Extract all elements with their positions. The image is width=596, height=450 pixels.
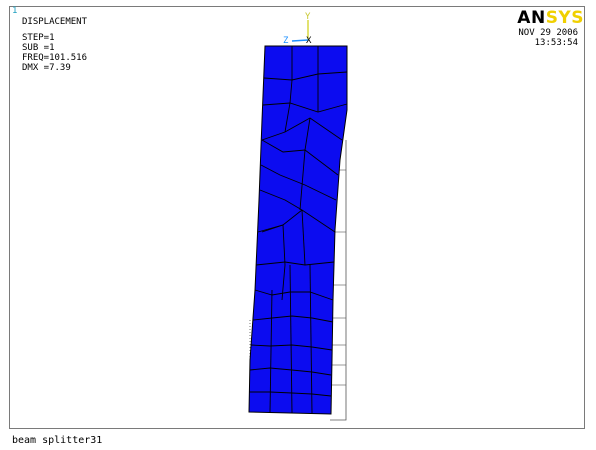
date-label: NOV 29 2006 bbox=[518, 28, 578, 38]
coordinate-triad: Y Z X bbox=[283, 12, 312, 46]
result-legend: DISPLACEMENT STEP=1 SUB =1 FREQ=101.516 … bbox=[22, 17, 87, 73]
triad-z-label: Z bbox=[283, 36, 289, 46]
step-label: STEP=1 bbox=[22, 33, 55, 43]
triad-z-axis bbox=[291, 39, 309, 42]
result-title: DISPLACEMENT bbox=[22, 17, 88, 27]
triad-y-label: Y bbox=[305, 12, 311, 22]
deformed-mesh bbox=[248, 45, 348, 415]
time-label: 13:53:54 bbox=[534, 38, 578, 48]
max-displacement-label: DMX =7.39 bbox=[22, 63, 71, 73]
ansys-logo: ANSYS bbox=[517, 8, 584, 28]
frequency-label: FREQ=101.516 bbox=[22, 53, 88, 63]
substep-label: SUB =1 bbox=[22, 43, 55, 53]
mesh-body bbox=[248, 45, 348, 415]
triad-x-label: X bbox=[306, 36, 312, 46]
window-number: 1 bbox=[12, 6, 18, 16]
logo-left: AN bbox=[517, 8, 546, 28]
timestamp: NOV 29 2006 13:53:54 bbox=[518, 28, 578, 48]
footer-title: beam splitter31 bbox=[12, 435, 103, 446]
logo-right: SYS bbox=[545, 8, 584, 28]
